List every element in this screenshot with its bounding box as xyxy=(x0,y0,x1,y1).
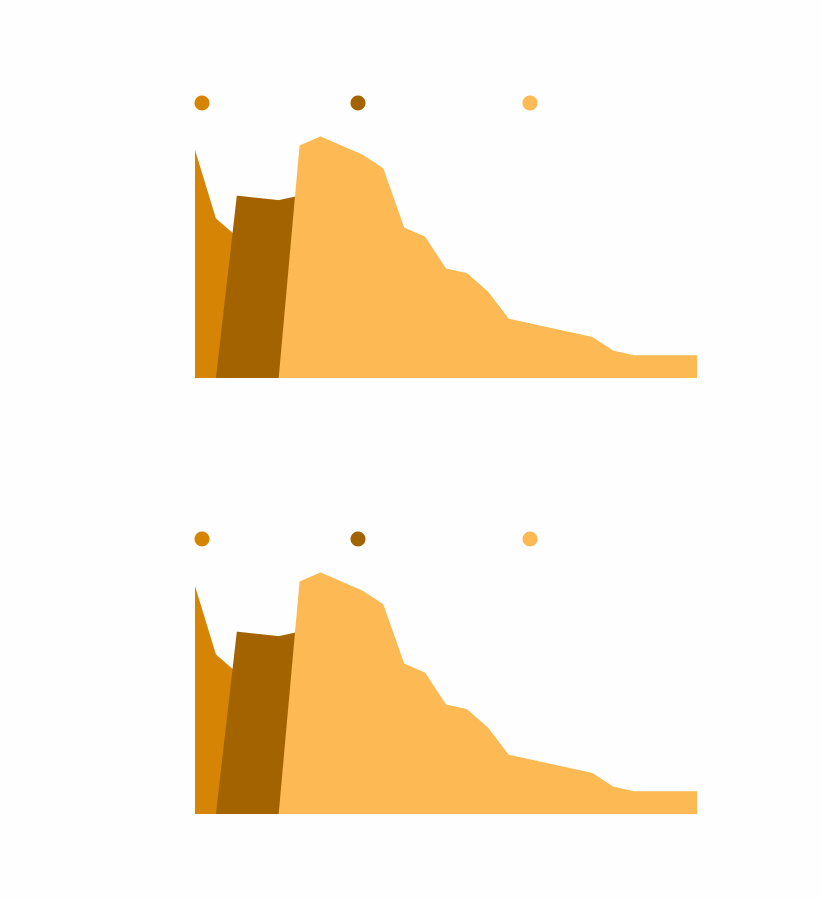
legend-marker-top-series-3 xyxy=(522,95,538,111)
area-chart-top-svg xyxy=(194,95,697,378)
area-top-series-3 xyxy=(195,136,697,378)
area-chart-bottom-svg xyxy=(194,531,697,814)
area-bottom-series-3 xyxy=(195,572,697,814)
legend-marker-bottom-series-2 xyxy=(350,531,366,547)
legend-bottom xyxy=(194,531,538,547)
legend-marker-bottom-series-1 xyxy=(194,531,210,547)
plot-area-top xyxy=(195,136,697,378)
plot-area-bottom xyxy=(195,572,697,814)
legend-marker-top-series-2 xyxy=(350,95,366,111)
area-chart-top xyxy=(0,0,821,430)
legend-top xyxy=(194,95,538,111)
area-chart-bottom xyxy=(0,436,821,866)
legend-marker-top-series-1 xyxy=(194,95,210,111)
legend-marker-bottom-series-3 xyxy=(522,531,538,547)
